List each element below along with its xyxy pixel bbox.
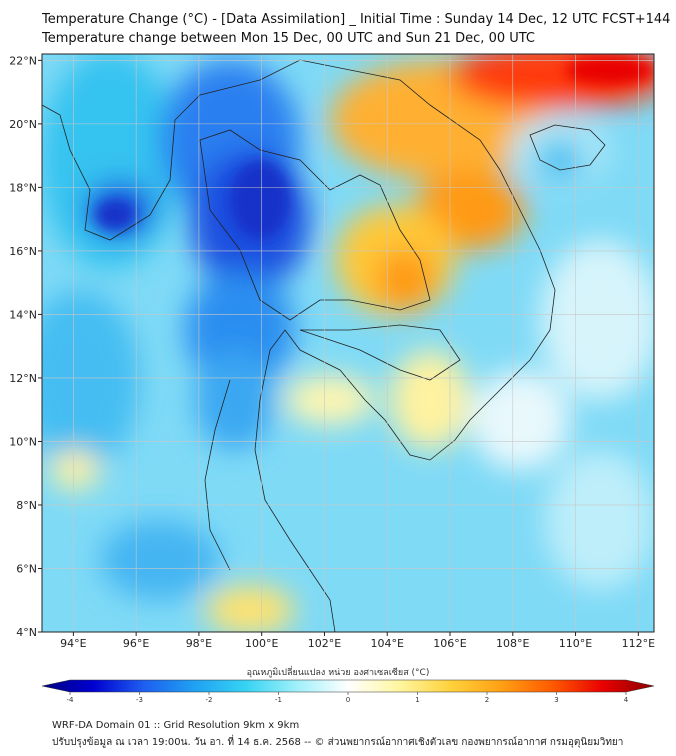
latitude-tick-label: 18°N — [9, 181, 37, 194]
temperature-change-map: 94°E 96°E 98°E 100°E 102°E 104°E 106°E 108°E 110… — [9, 53, 655, 704]
map-subtitle: Temperature change between Mon 15 Dec, 0… — [42, 31, 536, 46]
longitude-tick-label: 102°E — [308, 637, 341, 650]
longitude-tick-label: 100°E — [245, 637, 278, 650]
colorbar-title: อุณหภูมิเปลี่ยนแปลง หน่วย องศาเซลเซียส (… — [246, 668, 430, 678]
colorbar-tick-label: -3 — [136, 696, 143, 704]
longitude-tick-label: 106°E — [433, 637, 466, 650]
colorbar-tick-label: 1 — [415, 696, 419, 704]
graticule — [42, 54, 654, 632]
colorbar-tick-label: 0 — [346, 696, 350, 704]
colorbar-tick-label: -1 — [275, 696, 282, 704]
longitude-tick-label: 94°E — [60, 637, 86, 650]
latitude-tick-label: 8°N — [16, 499, 37, 512]
footer-credits: ปรับปรุงข้อมูล ณ เวลา 19:00น. วัน อา. ที… — [52, 737, 624, 748]
colorbar: -4 -3 -2 -1 0 1 2 3 4 — [41, 679, 655, 704]
latitude-tick-label: 10°N — [9, 435, 37, 448]
colorbar-tick-label: 4 — [624, 696, 629, 704]
map-title: Temperature Change (°C) - [Data Assimila… — [42, 12, 671, 27]
latitude-tick-label: 16°N — [9, 245, 37, 258]
longitude-tick-label: 98°E — [186, 637, 212, 650]
colorbar-tick-label: 3 — [554, 696, 558, 704]
longitude-axis: 94°E 96°E 98°E 100°E 102°E 104°E 106°E 108°E 110… — [60, 632, 655, 650]
latitude-tick-label: 4°N — [16, 626, 37, 639]
latitude-tick-label: 12°N — [9, 372, 37, 385]
latitude-tick-label: 22°N — [9, 54, 37, 67]
map-frame — [41, 53, 655, 633]
longitude-tick-label: 96°E — [123, 637, 149, 650]
longitude-tick-label: 112°E — [622, 637, 655, 650]
latitude-tick-label: 14°N — [9, 308, 37, 321]
colorbar-tick-label: 2 — [485, 696, 489, 704]
temperature-field — [42, 54, 654, 632]
latitude-axis: 4°N 6°N 8°N 10°N 12°N 14°N 16°N 18°N 20°N 22°N — [9, 54, 42, 639]
coastlines — [42, 59, 606, 632]
longitude-tick-label: 108°E — [496, 637, 529, 650]
longitude-tick-label: 110°E — [559, 637, 592, 650]
latitude-tick-label: 6°N — [16, 562, 37, 575]
colorbar-tick-label: -2 — [206, 696, 213, 704]
latitude-tick-label: 20°N — [9, 118, 37, 131]
longitude-tick-label: 104°E — [371, 637, 404, 650]
footer-model-info: WRF-DA Domain 01 :: Grid Resolution 9km … — [52, 720, 300, 731]
colorbar-tick-label: -4 — [67, 696, 75, 704]
colorbar-ramp — [41, 679, 655, 693]
